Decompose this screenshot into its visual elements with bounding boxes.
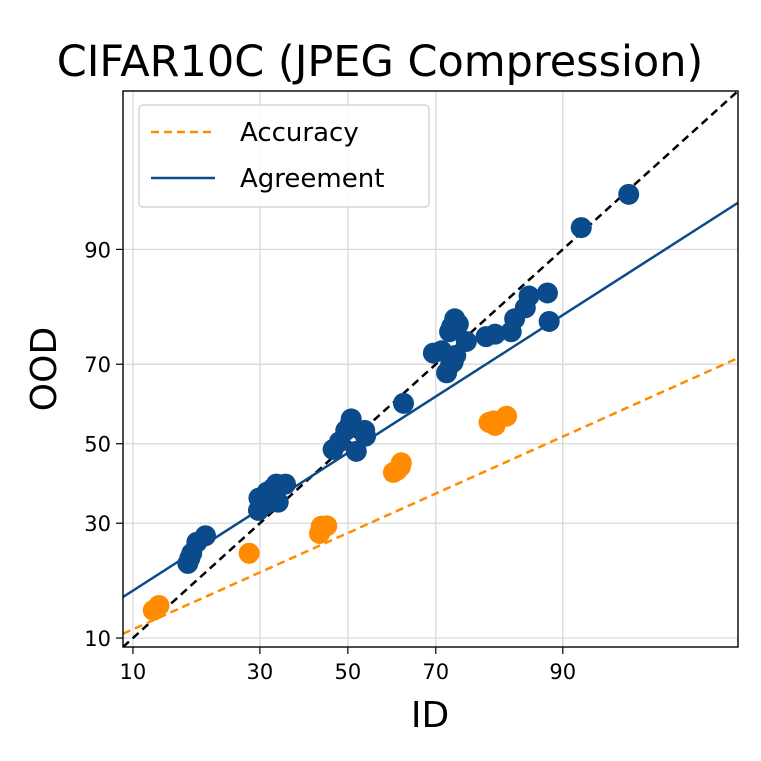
x-tick-label: 70 xyxy=(422,660,449,684)
legend: Accuracy Agreement xyxy=(138,104,430,208)
accuracy-fit-line xyxy=(122,356,739,635)
data-points xyxy=(142,183,640,621)
agreement-point xyxy=(267,491,289,513)
y-tick-label: 10 xyxy=(84,627,111,651)
agreement-point xyxy=(484,323,506,345)
accuracy-point xyxy=(316,515,338,537)
accuracy-point xyxy=(496,405,518,427)
accuracy-point xyxy=(238,542,260,564)
fit-lines xyxy=(122,90,739,648)
plot-frame xyxy=(122,90,739,648)
agreement-point xyxy=(538,310,560,332)
x-axis-label: ID xyxy=(411,695,449,736)
legend-label-agreement: Agreement xyxy=(240,164,384,194)
accuracy-point xyxy=(390,452,412,474)
y-tick-label: 90 xyxy=(84,238,111,262)
agreement-point xyxy=(536,282,558,304)
x-tick-label: 10 xyxy=(120,660,147,684)
agreement-fit-line xyxy=(122,201,739,599)
axis-ticks: 10 30 50 70 90 10 30 50 70 90 xyxy=(84,238,576,684)
accuracy-point xyxy=(148,594,170,616)
agreement-point xyxy=(447,313,469,335)
legend-label-accuracy: Accuracy xyxy=(240,118,359,148)
agreement-point xyxy=(195,525,217,547)
x-tick-label: 90 xyxy=(549,660,576,684)
agreement-point xyxy=(618,183,640,205)
agreement-point xyxy=(570,217,592,239)
agreement-point xyxy=(345,440,367,462)
y-tick-label: 30 xyxy=(84,512,111,536)
agreement-point xyxy=(455,330,477,352)
reference-line-y-equals-x xyxy=(122,90,739,648)
x-tick-label: 30 xyxy=(247,660,274,684)
agreement-point xyxy=(274,473,296,495)
chart-title: CIFAR10C (JPEG Compression) xyxy=(57,37,704,87)
x-tick-label: 50 xyxy=(334,660,361,684)
agreement-point xyxy=(355,425,377,447)
y-tick-label: 50 xyxy=(84,433,111,457)
y-tick-label: 70 xyxy=(84,353,111,377)
agreement-point xyxy=(518,285,540,307)
legend-box xyxy=(138,104,430,208)
agreement-point xyxy=(393,392,415,414)
y-axis-label: OOD xyxy=(24,327,65,411)
